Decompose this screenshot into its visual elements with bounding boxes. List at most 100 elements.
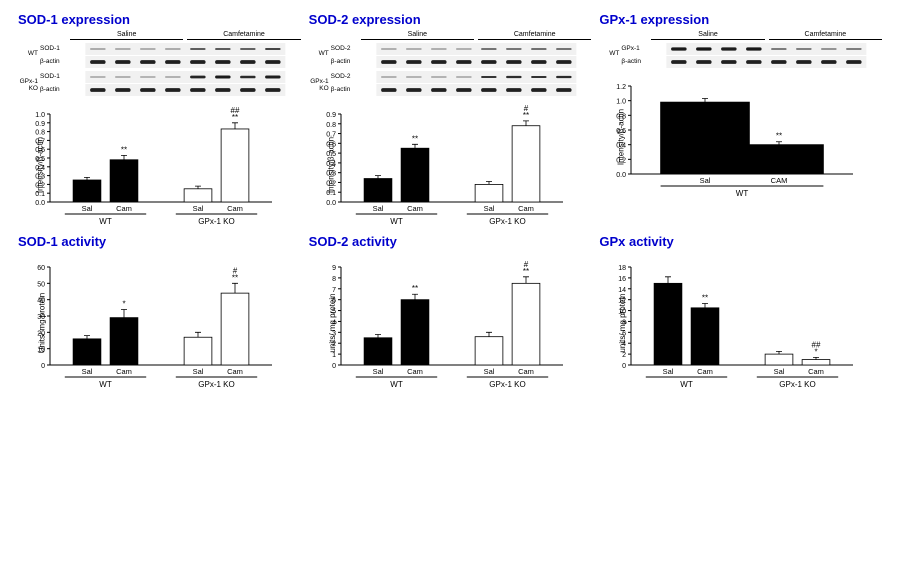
genotype-label: GPx-1 KO xyxy=(307,70,331,92)
category-label: Sal xyxy=(193,367,204,376)
svg-text:9: 9 xyxy=(332,265,336,272)
protein-label: SOD-1 xyxy=(40,73,68,80)
category-label: Sal xyxy=(774,367,785,376)
protein-label: SOD-2 xyxy=(331,45,359,52)
bar xyxy=(401,300,429,365)
bar xyxy=(110,318,138,365)
group-label: GPx-1 KO xyxy=(489,380,525,389)
svg-text:0.0: 0.0 xyxy=(326,200,336,207)
svg-text:1.0: 1.0 xyxy=(617,99,627,106)
svg-text:8: 8 xyxy=(332,276,336,283)
panel-sod2_expr: SOD-2 expression Saline Camfetamine WT SOD-2… xyxy=(307,12,594,230)
bar xyxy=(364,179,392,202)
significance-marker: ** xyxy=(702,293,708,302)
category-label: Cam xyxy=(407,204,423,213)
y-axis-label: Intensity/β-actin xyxy=(326,137,335,193)
svg-text:60: 60 xyxy=(37,265,45,272)
panel-gpx1_expr: GPx-1 expression SalineCamfetamineWTGPx-1… xyxy=(597,12,884,230)
category-label: Sal xyxy=(372,204,383,213)
bar-chart: units/ mg protein0123456789Sal**CamSal#*… xyxy=(307,253,594,393)
category-label: Cam xyxy=(518,204,534,213)
bar xyxy=(475,337,503,365)
blot-lanes xyxy=(68,43,303,55)
svg-text:0: 0 xyxy=(622,363,626,370)
svg-text:0.8: 0.8 xyxy=(326,122,336,129)
blot-lanes xyxy=(68,71,303,83)
protein-label: β-actin xyxy=(331,58,359,65)
bar xyxy=(512,283,540,365)
category-label: CAM xyxy=(771,176,788,185)
svg-text:0.9: 0.9 xyxy=(35,121,45,128)
bar-chart: Intensity/β-actin0.00.10.20.30.40.50.60.… xyxy=(307,100,594,230)
group-label: GPx-1 KO xyxy=(780,380,816,389)
category-label: Sal xyxy=(663,367,674,376)
panel-title: SOD-2 activity xyxy=(309,234,594,249)
category-label: Sal xyxy=(193,204,204,213)
svg-text:0: 0 xyxy=(332,363,336,370)
blot-lanes xyxy=(359,71,594,83)
category-label: Cam xyxy=(227,204,243,213)
bar xyxy=(512,126,540,202)
bar xyxy=(221,129,249,202)
group-label: WT xyxy=(681,380,694,389)
bar xyxy=(765,354,793,365)
significance-marker: ** xyxy=(412,284,418,293)
svg-text:1: 1 xyxy=(332,352,336,359)
bar-chart: Intensity/β-actin0.00.10.20.30.40.50.60.… xyxy=(16,100,303,230)
bar xyxy=(802,360,830,365)
svg-text:1.0: 1.0 xyxy=(35,112,45,119)
group-label: WT xyxy=(390,380,403,389)
protein-label: SOD-2 xyxy=(331,73,359,80)
category-label: Sal xyxy=(483,204,494,213)
protein-label: β-actin xyxy=(40,86,68,93)
category-label: Cam xyxy=(227,367,243,376)
significance-marker: * xyxy=(815,347,818,356)
bottom-row: SOD-1 activityUnits/ mg protein010203040… xyxy=(14,232,886,395)
svg-text:50: 50 xyxy=(37,281,45,288)
bar xyxy=(735,145,824,174)
panel-title: GPx activity xyxy=(599,234,884,249)
category-label: Sal xyxy=(82,204,93,213)
protein-label: β-actin xyxy=(621,58,649,65)
svg-text:0: 0 xyxy=(41,363,45,370)
panel-title: SOD-1 activity xyxy=(18,234,303,249)
blot-lanes xyxy=(359,43,594,55)
category-label: Cam xyxy=(116,204,132,213)
bar xyxy=(73,180,101,202)
category-label: Sal xyxy=(483,367,494,376)
protein-label: β-actin xyxy=(331,86,359,93)
y-axis-label: Intensity/β-actin xyxy=(617,109,626,165)
blot-lanes xyxy=(359,56,594,68)
bar xyxy=(184,337,212,365)
significance-marker: ** xyxy=(232,273,238,282)
treatment-header: Saline xyxy=(361,31,474,40)
group-label: GPx-1 KO xyxy=(489,217,525,226)
treatment-header: Saline xyxy=(70,31,183,40)
panel-sod2_act: SOD-2 activityunits/ mg protein012345678… xyxy=(307,234,594,393)
group-label: WT xyxy=(99,217,112,226)
panel-title: GPx-1 expression xyxy=(599,12,884,27)
bar xyxy=(401,148,429,202)
category-label: Sal xyxy=(372,367,383,376)
significance-marker: ** xyxy=(776,132,782,141)
svg-text:1.2: 1.2 xyxy=(617,84,627,91)
group-label: WT xyxy=(390,217,403,226)
blot-lanes xyxy=(649,56,884,68)
bar xyxy=(364,338,392,365)
protein-label: SOD-1 xyxy=(40,45,68,52)
bar-chart: Units/ mg protein0102030405060Sal*CamSal… xyxy=(16,253,303,393)
blot-lanes xyxy=(649,43,884,55)
y-axis-label: Units/ mg protein xyxy=(38,293,47,353)
treatment-header: Camfetamine xyxy=(478,31,591,40)
bar-chart: Intensity/β-actin0.00.20.40.60.81.01.2Sa… xyxy=(597,72,884,202)
genotype-label: WT xyxy=(597,42,621,57)
svg-text:0.0: 0.0 xyxy=(35,200,45,207)
significance-marker: ** xyxy=(523,111,529,120)
panel-title: SOD-2 expression xyxy=(309,12,594,27)
svg-text:0.0: 0.0 xyxy=(617,172,627,179)
western-blot: SalineCamfetamineWTGPx-1β-actin xyxy=(597,31,884,68)
significance-marker: ** xyxy=(232,113,238,122)
significance-marker: ** xyxy=(523,267,529,276)
group-label: GPx-1 KO xyxy=(198,217,234,226)
category-label: Cam xyxy=(697,367,713,376)
